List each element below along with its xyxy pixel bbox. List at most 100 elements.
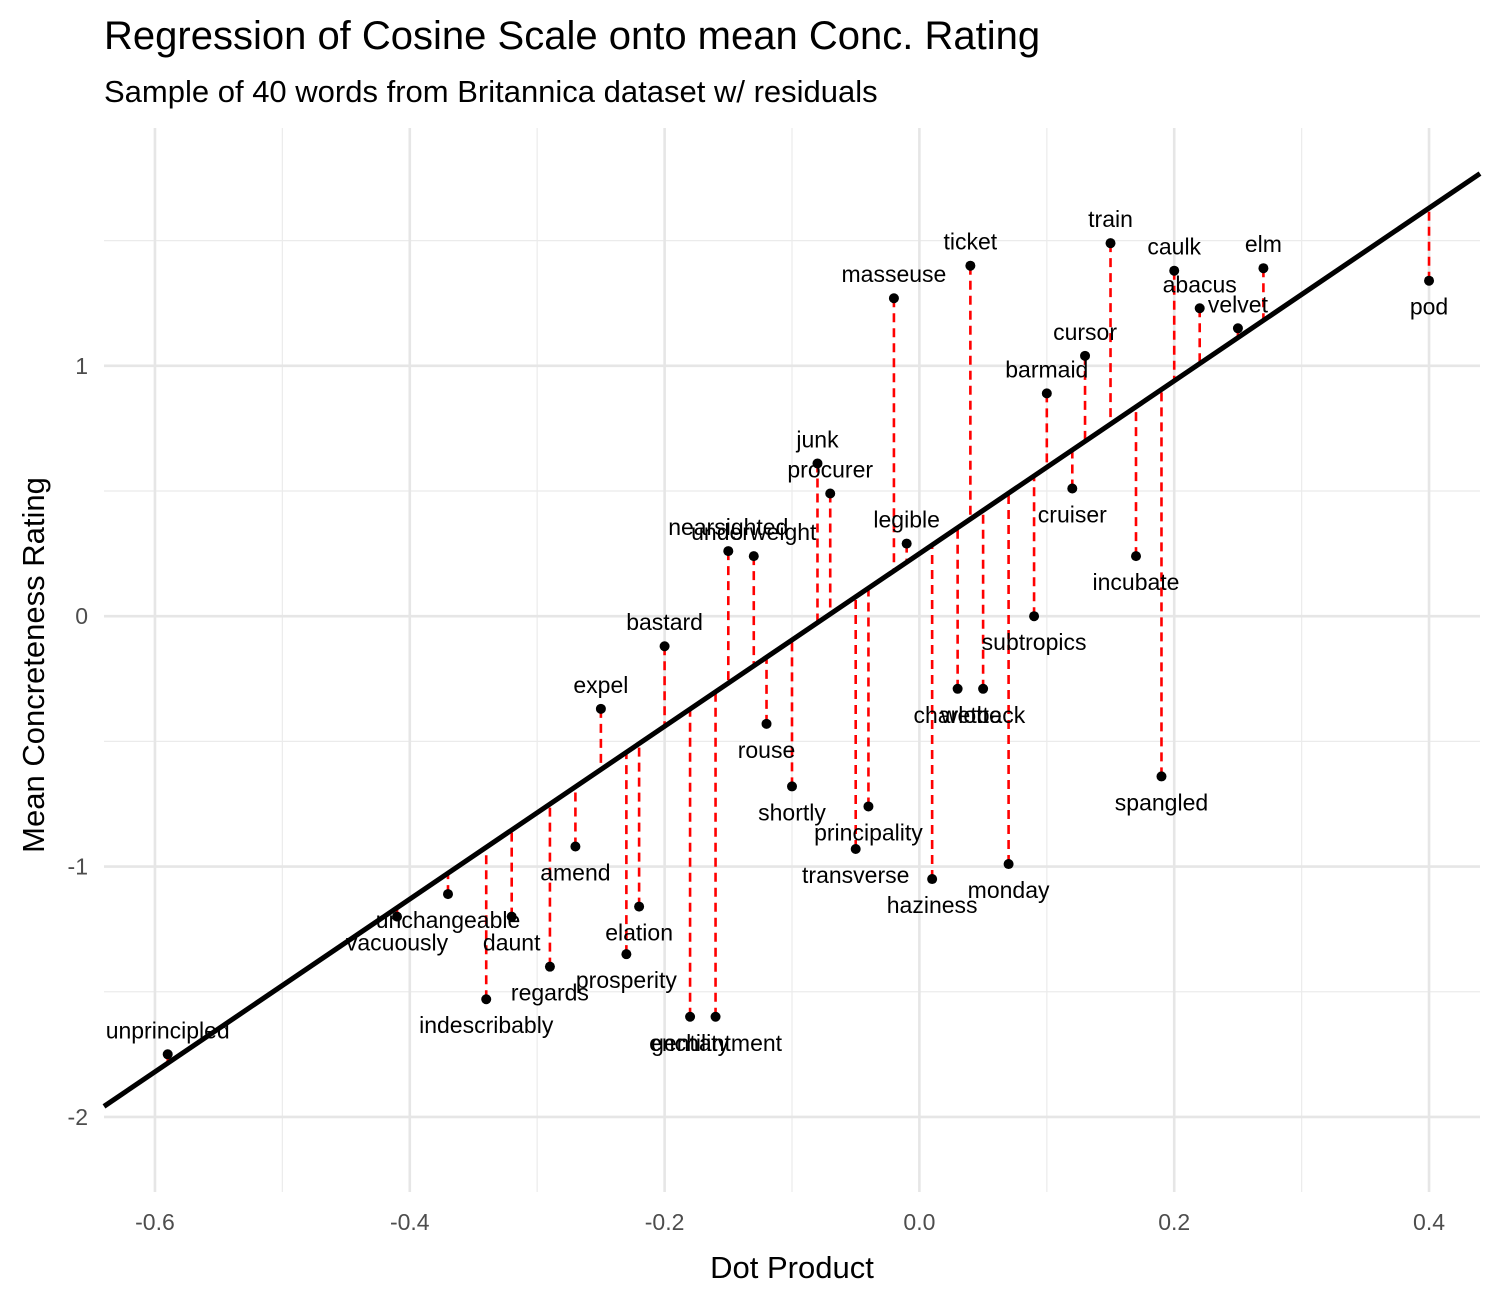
point-spangled — [1156, 771, 1167, 782]
point-subtropics — [1029, 611, 1040, 622]
point-caulk — [1169, 265, 1180, 276]
point-shortly — [787, 781, 797, 792]
point-barmaid — [1041, 388, 1052, 399]
point-label-masseuse: masseuse — [842, 261, 947, 287]
point-label-rouse: rouse — [738, 737, 796, 763]
x-tick-label: 0.2 — [1158, 1209, 1190, 1235]
chart-subtitle: Sample of 40 words from Britannica datas… — [104, 74, 878, 109]
chart-title: Regression of Cosine Scale onto mean Con… — [104, 14, 1041, 58]
point-amend — [570, 841, 581, 852]
regression-line — [102, 171, 1482, 1109]
point-label-daunt: daunt — [483, 930, 541, 956]
point-masseuse — [888, 293, 899, 304]
point-label-vacuously: vacuously — [346, 930, 449, 956]
point-label-subtropics: subtropics — [982, 629, 1087, 655]
point-label-regards: regards — [511, 980, 589, 1006]
y-axis-title: Mean Concreteness Rating — [16, 477, 51, 853]
point-cruiser — [1067, 483, 1078, 494]
point-wetback — [978, 683, 989, 694]
point-label-pod: pod — [1410, 294, 1448, 320]
axis-layer: -0.6 -0.4 -0.2 0.0 0.2 0.4 -2 -1 0 1 — [68, 353, 1446, 1235]
regression-line-layer — [102, 171, 1482, 1109]
point-label-procurer: procurer — [787, 457, 873, 483]
point-label-monday: monday — [968, 877, 1050, 903]
point-label-cursor: cursor — [1053, 319, 1117, 345]
point-label-enchantment: enchantment — [649, 1030, 783, 1056]
point-label-incubate: incubate — [1093, 569, 1180, 595]
y-tick-label: 1 — [75, 353, 88, 379]
point-train — [1105, 238, 1116, 249]
point-label-underweight: underweight — [691, 519, 817, 545]
x-axis-title: Dot Product — [710, 1250, 874, 1285]
point-transverse — [850, 844, 861, 855]
point-ticket — [965, 260, 976, 271]
point-elm — [1258, 263, 1269, 274]
point-label-velvet: velvet — [1208, 291, 1269, 317]
point-label-amend: amend — [540, 860, 610, 886]
point-underweight — [748, 551, 759, 562]
y-tick-label: 0 — [75, 603, 88, 629]
point-label-haziness: haziness — [887, 892, 978, 918]
point-nearsighted — [723, 546, 734, 557]
point-label-elation: elation — [605, 920, 673, 946]
residual-layer — [166, 208, 1431, 1064]
point-label-expel: expel — [573, 672, 628, 698]
point-label-junk: junk — [795, 426, 839, 452]
point-vacuously — [392, 911, 403, 922]
point-label-train: train — [1088, 206, 1133, 232]
x-tick-label: -0.4 — [390, 1209, 430, 1235]
point-label-caulk: caulk — [1147, 234, 1201, 260]
point-label-gentility: gentility — [651, 1030, 729, 1056]
x-tick-label: -0.6 — [135, 1209, 175, 1235]
point-charlotte — [952, 683, 963, 694]
point-cursor — [1080, 350, 1091, 361]
point-label-elm: elm — [1245, 231, 1282, 257]
point-velvet — [1232, 323, 1243, 334]
point-enchantment — [710, 1011, 721, 1022]
point-junk — [812, 458, 823, 469]
point-monday — [1003, 859, 1014, 870]
point-layer — [162, 238, 1435, 1060]
y-tick-label: -2 — [68, 1104, 88, 1130]
point-bastard — [659, 641, 670, 652]
point-label-indescribably: indescribably — [419, 1012, 554, 1038]
point-regards — [544, 961, 555, 972]
point-prosperity — [621, 949, 632, 960]
point-label-barmaid: barmaid — [1005, 356, 1088, 382]
point-label-unchangeable: unchangeable — [376, 907, 521, 933]
x-tick-label: -0.2 — [645, 1209, 685, 1235]
point-unprincipled — [162, 1049, 173, 1060]
point-unchangeable — [443, 889, 453, 900]
point-label-unprincipled: unprincipled — [106, 1017, 230, 1043]
point-expel — [595, 703, 606, 714]
x-tick-label: 0.0 — [903, 1209, 935, 1235]
point-label-shortly: shortly — [758, 799, 826, 825]
point-label-nearsighted: nearsighted — [668, 514, 788, 540]
point-abacus — [1194, 303, 1205, 314]
point-label-wetback: wetback — [940, 702, 1026, 728]
point-gentility — [685, 1011, 696, 1022]
point-label-prosperity: prosperity — [576, 967, 677, 993]
point-rouse — [761, 718, 772, 729]
point-indescribably — [481, 994, 492, 1005]
point-elation — [634, 901, 645, 912]
point-pod — [1424, 275, 1435, 286]
point-label-abacus: abacus — [1163, 271, 1237, 297]
y-tick-label: -1 — [68, 854, 88, 880]
point-label-transverse: transverse — [802, 862, 909, 888]
point-haziness — [927, 874, 938, 885]
point-label-spangled: spangled — [1115, 789, 1208, 815]
point-procurer — [825, 488, 836, 499]
point-principality — [863, 801, 874, 812]
x-tick-label: 0.4 — [1413, 1209, 1445, 1235]
point-label-charlotte: charlotte — [914, 702, 1002, 728]
point-label-principality: principality — [814, 819, 923, 845]
point-daunt — [506, 911, 517, 922]
point-label-cruiser: cruiser — [1038, 502, 1107, 528]
point-label-bastard: bastard — [626, 609, 703, 635]
point-label-legible: legible — [873, 507, 940, 533]
point-incubate — [1131, 551, 1141, 562]
point-label-ticket: ticket — [944, 229, 998, 255]
